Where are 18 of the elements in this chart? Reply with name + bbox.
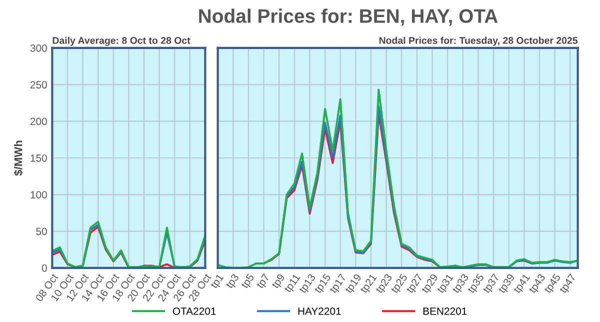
- legend-label: HAY2201: [298, 308, 341, 315]
- y-axis-title: $/MWh: [14, 140, 23, 176]
- chart-subtitle: Daily Average: 8 Oct to 28 Oct: [52, 36, 190, 46]
- y-tick-label: 50: [36, 228, 47, 236]
- y-tick-label: 200: [30, 118, 47, 126]
- y-tick-label: 0: [42, 264, 47, 272]
- x-tick-label: tp5: [240, 273, 256, 290]
- chart-title: Nodal Prices for: BEN, HAY, OTA: [199, 8, 498, 26]
- y-tick-label: 100: [30, 191, 47, 198]
- y-tick-label: 150: [30, 154, 47, 162]
- y-tick-label: 250: [30, 81, 47, 89]
- x-tick-label: tp1: [210, 273, 226, 290]
- chart-subtitle: Nodal Prices for: Tuesday, 28 October 2025: [379, 36, 578, 46]
- x-tick-label: tp7: [256, 273, 272, 290]
- y-tick-label: 300: [30, 44, 47, 52]
- x-tick-label: tp3: [225, 273, 241, 290]
- legend-label: BEN2201: [423, 308, 467, 315]
- legend-label: OTA2201: [172, 308, 216, 315]
